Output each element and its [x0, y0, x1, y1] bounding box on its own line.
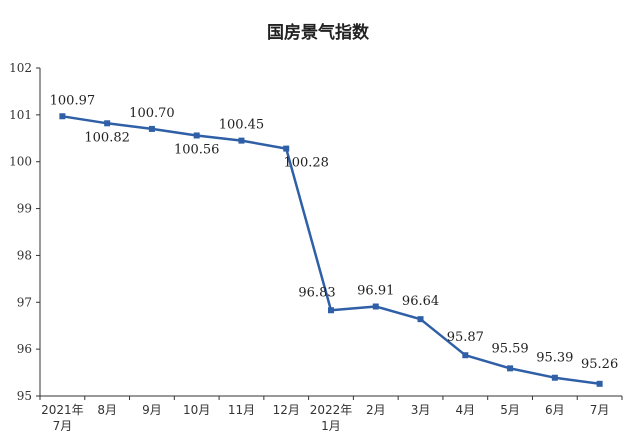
data-labels: 100.97 100.82 100.70 100.56 100.45 100.28 96.8… — [50, 93, 619, 372]
x-tick-label: 2022年 — [310, 403, 353, 417]
x-tick-label: 10月 — [183, 403, 210, 417]
x-tick-label: 4月 — [455, 403, 475, 417]
data-point — [551, 374, 558, 381]
data-label: 100.70 — [129, 106, 175, 121]
data-point — [507, 365, 514, 372]
data-label: 96.83 — [298, 285, 335, 300]
y-tick-label: 98 — [17, 248, 32, 262]
data-label: 100.82 — [84, 130, 130, 145]
data-point — [596, 380, 603, 387]
data-point — [193, 132, 200, 139]
x-tick-label: 7月 — [590, 403, 610, 417]
data-label: 100.28 — [283, 156, 329, 171]
data-label: 95.87 — [447, 330, 484, 345]
data-point — [148, 125, 155, 132]
data-point — [372, 303, 379, 310]
y-tick-label: 100 — [9, 155, 32, 169]
x-tick-label: 3月 — [411, 403, 431, 417]
data-point — [328, 307, 334, 314]
y-tick-label: 95 — [17, 389, 32, 403]
x-tick-label: 1月 — [321, 419, 341, 433]
data-points — [59, 113, 603, 387]
x-tick-label: 2月 — [366, 403, 386, 417]
data-point — [104, 120, 111, 127]
data-point — [238, 137, 245, 144]
y-axis-ticks: 95 96 97 98 99 100 101 102 — [9, 61, 40, 403]
x-axis-ticks: 2021年 7月 8月 9月 10月 11月 12月 2022年 1月 2月 3月 4月 5月 6月 7月 — [39, 396, 623, 433]
x-tick-label: 9月 — [142, 403, 162, 417]
data-label: 100.45 — [219, 118, 265, 133]
y-tick-label: 96 — [17, 342, 32, 356]
x-tick-label: 6月 — [545, 403, 565, 417]
y-tick-label: 99 — [17, 202, 32, 216]
x-tick-label: 7月 — [53, 419, 73, 433]
data-label: 95.39 — [536, 351, 573, 366]
axes — [39, 68, 622, 397]
data-point — [417, 316, 424, 323]
data-label: 100.56 — [174, 142, 220, 157]
data-point — [462, 352, 469, 359]
x-tick-label: 12月 — [273, 403, 300, 417]
chart-title: 国房景气指数 — [267, 22, 370, 43]
data-point — [283, 145, 290, 152]
y-tick-label: 102 — [9, 61, 32, 75]
y-tick-label: 97 — [17, 295, 32, 309]
x-tick-label: 11月 — [228, 403, 255, 417]
data-label: 96.64 — [402, 294, 439, 309]
data-label: 96.91 — [357, 284, 394, 299]
data-label: 100.97 — [50, 93, 96, 108]
x-tick-label: 5月 — [500, 403, 520, 417]
data-label: 95.59 — [491, 341, 528, 356]
data-point — [59, 113, 66, 120]
x-tick-label: 2021年 — [41, 403, 84, 417]
data-label: 95.26 — [581, 357, 618, 372]
y-tick-label: 101 — [9, 108, 32, 122]
x-tick-label: 8月 — [97, 403, 117, 417]
